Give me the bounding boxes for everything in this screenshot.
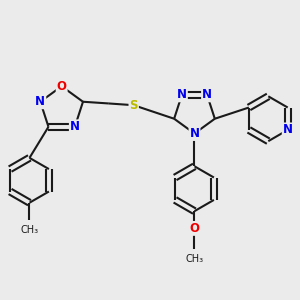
Text: O: O	[190, 222, 200, 235]
Text: O: O	[57, 80, 67, 93]
Text: N: N	[70, 120, 80, 133]
Text: N: N	[177, 88, 187, 101]
Text: N: N	[283, 123, 293, 136]
Text: N: N	[35, 95, 45, 108]
Text: S: S	[129, 99, 138, 112]
Text: CH₃: CH₃	[185, 254, 203, 264]
Text: CH₃: CH₃	[20, 225, 39, 235]
Text: N: N	[190, 127, 200, 140]
Text: N: N	[202, 88, 212, 101]
